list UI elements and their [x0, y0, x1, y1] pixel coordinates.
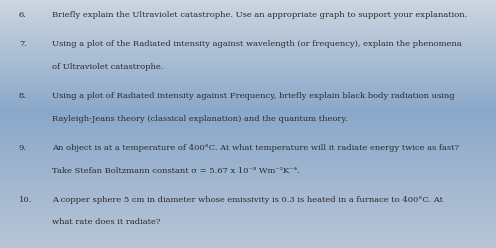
Text: Rayleigh-Jeans theory (classical explanation) and the quantum theory.: Rayleigh-Jeans theory (classical explana…: [52, 115, 348, 123]
Text: what rate does it radiate?: what rate does it radiate?: [52, 218, 160, 226]
Text: 8.: 8.: [19, 92, 27, 100]
Text: Briefly explain the Ultraviolet catastrophe. Use an appropriate graph to support: Briefly explain the Ultraviolet catastro…: [52, 11, 467, 19]
Text: An object is at a temperature of 400°C. At what temperature will it radiate ener: An object is at a temperature of 400°C. …: [52, 144, 459, 152]
Text: Take Stefan Boltzmann constant σ = 5.67 x 10⁻⁸ Wm⁻²K⁻⁴.: Take Stefan Boltzmann constant σ = 5.67 …: [52, 167, 300, 175]
Text: Using a plot of the Radiated intensity against wavelength (or frequency), explai: Using a plot of the Radiated intensity a…: [52, 40, 462, 48]
Text: 9.: 9.: [19, 144, 27, 152]
Text: Using a plot of Radiated intensity against Frequency, briefly explain black body: Using a plot of Radiated intensity again…: [52, 92, 455, 100]
Text: A copper sphere 5 cm in diameter whose emissivity is 0.3 is heated in a furnace : A copper sphere 5 cm in diameter whose e…: [52, 196, 443, 204]
Text: 6.: 6.: [19, 11, 27, 19]
Text: of Ultraviolet catastrophe.: of Ultraviolet catastrophe.: [52, 63, 164, 71]
Text: 7.: 7.: [19, 40, 27, 48]
Text: 10.: 10.: [19, 196, 32, 204]
